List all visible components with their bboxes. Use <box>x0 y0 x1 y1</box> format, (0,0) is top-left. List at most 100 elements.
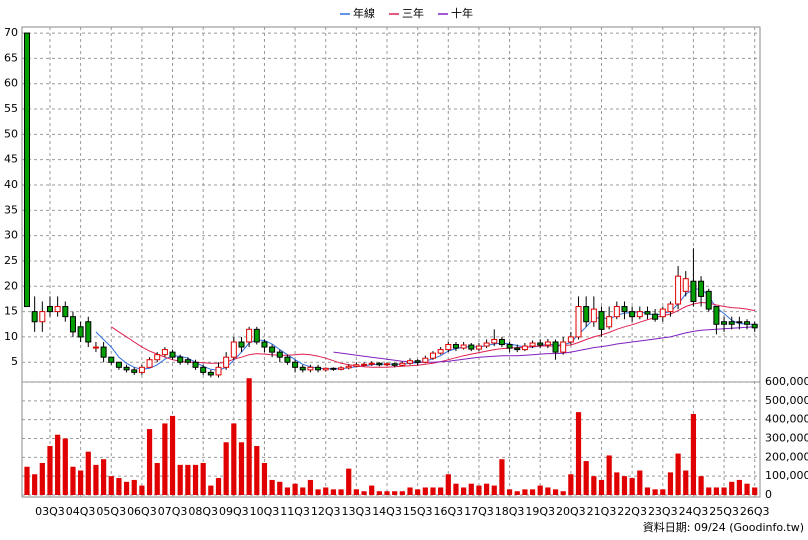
volume-bar <box>560 491 566 495</box>
volume-bar <box>598 479 605 495</box>
volume-bar <box>353 489 359 495</box>
candle-body <box>24 32 30 308</box>
candle-body <box>690 280 697 302</box>
candle-body <box>414 360 421 363</box>
candle-body <box>606 316 613 328</box>
candle-body <box>598 311 605 330</box>
volume-bar <box>545 487 551 495</box>
x-tick-label: 14Q3 <box>372 505 402 518</box>
volume-bar <box>453 483 459 495</box>
volume-bar <box>744 483 750 495</box>
volume-bar <box>667 472 674 495</box>
volume-bar <box>591 476 597 495</box>
volume-bar <box>70 466 76 495</box>
y-tick-label: 30 <box>4 229 18 242</box>
y2-tick-label: 0 <box>765 488 772 501</box>
volume-bar <box>131 479 137 495</box>
candle-body <box>445 344 452 351</box>
volume-bar <box>468 483 474 495</box>
candle-body <box>345 365 352 369</box>
candle-body <box>276 351 283 358</box>
volume-bar <box>461 487 467 495</box>
volume-bar <box>284 487 291 495</box>
y2-tick-label: 600,000 <box>765 375 808 388</box>
y-tick-label: 45 <box>4 153 18 166</box>
volume-bar <box>752 487 758 495</box>
volume-bar <box>108 476 114 495</box>
y-tick-label: 70 <box>4 26 18 39</box>
candle-body <box>108 356 115 363</box>
candle-body <box>452 344 459 349</box>
volume-bar <box>238 442 245 495</box>
x-tick-label: 07Q3 <box>158 505 188 518</box>
y2-tick-label: 400,000 <box>765 413 808 426</box>
candle-body <box>100 346 107 358</box>
candle-body <box>361 363 368 366</box>
candle-body <box>384 363 391 366</box>
volume-bar <box>392 491 398 495</box>
candle-body <box>261 341 268 348</box>
volume-bar <box>338 489 344 495</box>
candle-body <box>460 344 467 349</box>
x-tick-label: 03Q3 <box>35 505 65 518</box>
candle-body <box>613 306 620 318</box>
volume-bar <box>47 446 53 495</box>
candle-body <box>31 311 38 323</box>
candle-body <box>636 311 643 318</box>
volume-bar <box>514 491 520 495</box>
x-tick-label: 22Q3 <box>617 505 647 518</box>
x-tick-label: 18Q3 <box>495 505 525 518</box>
candle-body <box>115 361 122 368</box>
volume-bar <box>300 487 306 495</box>
x-tick-label: 16Q3 <box>433 505 463 518</box>
volume-bar <box>399 491 405 495</box>
volume-bar <box>208 485 214 495</box>
volume-bar <box>154 462 160 495</box>
legend-label: 年線 <box>353 6 375 20</box>
candle-body <box>682 278 689 292</box>
volume-bar <box>78 470 84 495</box>
candle-body <box>675 275 682 305</box>
volume-bar <box>537 485 543 495</box>
x-tick-label: 12Q3 <box>311 505 341 518</box>
y-tick-label: 40 <box>4 178 18 191</box>
candle-body <box>483 342 490 347</box>
x-tick-label: 19Q3 <box>525 505 555 518</box>
y-tick-label: 5 <box>11 355 18 368</box>
volume-bar <box>660 489 666 495</box>
candle-body <box>705 290 712 310</box>
volume-bar <box>698 476 704 495</box>
candle-body <box>184 359 191 363</box>
x-tick-label: 06Q3 <box>127 505 157 518</box>
volume-bar <box>24 466 30 495</box>
volume-bar <box>85 451 91 495</box>
volume-bar <box>583 461 589 495</box>
candle-body <box>590 308 597 323</box>
volume-bar <box>192 464 199 495</box>
x-tick-label: 13Q3 <box>342 505 372 518</box>
candle-body <box>713 306 720 325</box>
volume-bar <box>169 415 176 495</box>
volume-bar <box>637 470 643 495</box>
volume-bar <box>292 483 298 495</box>
x-tick-label: 17Q3 <box>464 505 494 518</box>
candle-body <box>552 341 559 353</box>
candle-body <box>315 366 322 371</box>
candle-body <box>169 351 176 358</box>
volume-bar <box>330 489 336 495</box>
x-tick-label: 09Q3 <box>219 505 249 518</box>
candle-body <box>85 321 92 343</box>
volume-bar <box>690 414 697 495</box>
candle-body <box>284 356 291 363</box>
candle-body <box>46 306 53 313</box>
volume-bar <box>706 487 712 495</box>
candle-body <box>407 360 413 364</box>
x-tick-label: 15Q3 <box>403 505 433 518</box>
volume-bar <box>568 474 574 495</box>
y2-tick-label: 500,000 <box>765 394 808 407</box>
x-tick-label: 08Q3 <box>188 505 218 518</box>
volume-bar <box>621 476 628 495</box>
volume-bar <box>652 489 658 495</box>
candle-body <box>146 359 153 368</box>
volume-bar <box>522 489 528 495</box>
